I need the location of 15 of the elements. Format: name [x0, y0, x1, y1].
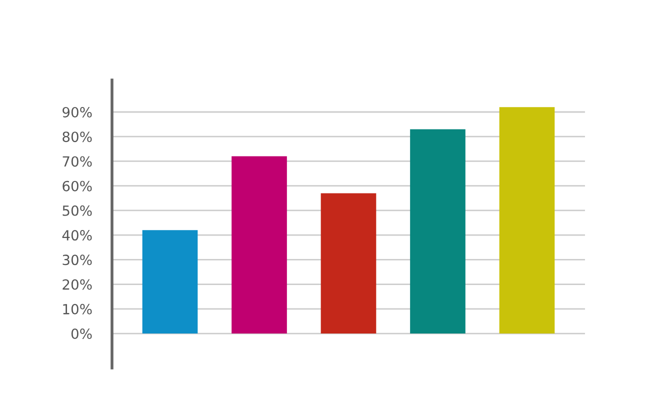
y-tick-label: 60%: [62, 180, 92, 192]
bar: [410, 129, 466, 334]
y-tick-label: 50%: [62, 205, 92, 216]
y-tick-label: 40%: [62, 230, 92, 241]
y-tick-label: 20%: [62, 279, 92, 290]
bar: [320, 193, 376, 334]
y-tick-label: 80%: [62, 132, 92, 142]
y-tick-label: 30%: [62, 254, 92, 266]
bar: [499, 107, 555, 334]
bar: [232, 156, 287, 334]
y-tick-label: 90%: [62, 106, 92, 118]
bar: [142, 230, 198, 334]
y-tick-label: 10%: [63, 304, 92, 314]
y-tick-label: 70%: [62, 156, 92, 167]
y-tick-label: 0%: [71, 328, 92, 340]
